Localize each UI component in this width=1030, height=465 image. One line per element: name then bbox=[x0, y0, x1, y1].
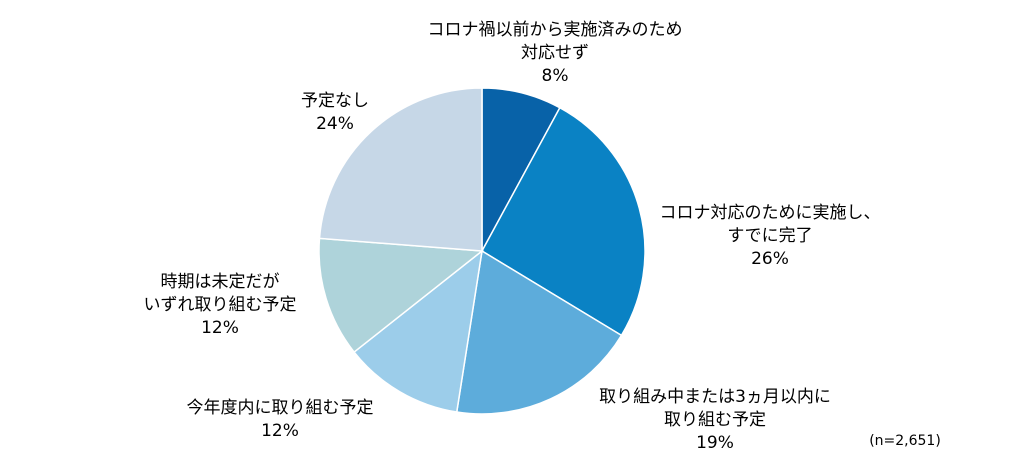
slice-label: 時期は未定だが bbox=[161, 272, 280, 292]
pie-slice bbox=[318, 87, 483, 252]
pie-slice bbox=[480, 106, 646, 337]
pie-slice bbox=[318, 237, 484, 354]
slice-label: コロナ禍以前から実施済みのため bbox=[428, 20, 683, 40]
slice-label: 今年度内に取り組む予定 bbox=[187, 398, 374, 418]
value-label: 8% bbox=[542, 66, 569, 86]
slice-label: すでに完了 bbox=[727, 226, 812, 246]
slice-label: いずれ取り組む予定 bbox=[144, 295, 297, 315]
pie-slice bbox=[455, 249, 623, 415]
slice-label: 予定なし bbox=[301, 91, 369, 111]
value-label: 12% bbox=[201, 318, 239, 338]
value-label: 26% bbox=[751, 249, 789, 269]
value-label: 12% bbox=[261, 421, 299, 441]
slice-label: 対応せず bbox=[521, 43, 589, 63]
value-label: 19% bbox=[696, 433, 734, 453]
slice-label: コロナ対応のために実施し、 bbox=[660, 203, 881, 223]
value-label: 24% bbox=[316, 114, 354, 134]
pie-slice bbox=[353, 249, 484, 413]
slice-label: 取り組む予定 bbox=[664, 410, 766, 430]
slice-label: 取り組み中または3ヵ月以内に bbox=[599, 387, 831, 407]
sample-note: (n=2,651) bbox=[869, 433, 941, 449]
